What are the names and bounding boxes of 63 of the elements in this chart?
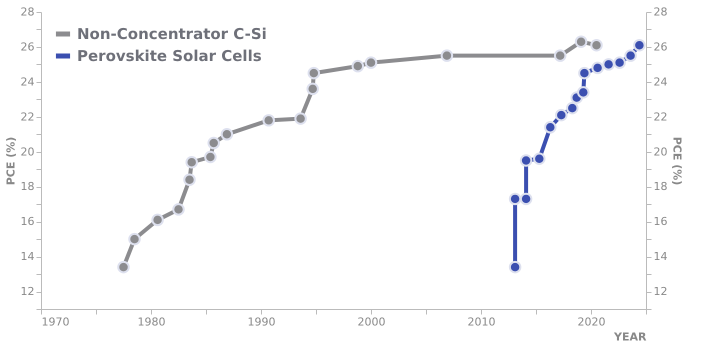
point: [220, 128, 234, 141]
y2-tick-label: 14: [654, 250, 668, 264]
point: [544, 121, 557, 134]
y2-tick-label: 16: [654, 215, 668, 228]
point: [554, 49, 566, 62]
x-tick-label: 2000: [358, 316, 386, 328]
point: [204, 150, 217, 164]
point: [520, 192, 532, 206]
point: [172, 203, 185, 216]
y-tick-label: 16: [20, 215, 34, 228]
point: [555, 108, 568, 122]
point: [578, 66, 591, 80]
point: [151, 214, 164, 226]
x-tick-label: 1980: [138, 316, 166, 328]
y2-tick-label: 12: [654, 285, 668, 298]
point: [207, 136, 220, 150]
point: [508, 192, 522, 206]
point: [577, 86, 590, 99]
legend-label: Non-Concentrator C-Si: [77, 25, 267, 43]
point: [364, 56, 378, 69]
x-axis-title: YEAR: [613, 330, 648, 344]
point: [566, 102, 579, 114]
x-tick-label: 1970: [42, 316, 70, 328]
y2-tick-label: 26: [654, 40, 668, 54]
legend-label: Perovskite Solar Cells: [77, 47, 262, 65]
point: [117, 260, 130, 274]
point: [262, 114, 275, 127]
point: [440, 49, 454, 62]
point: [185, 156, 198, 168]
point: [590, 38, 603, 52]
y2-tick-label: 18: [654, 180, 668, 194]
y2-tick-label: 20: [654, 145, 668, 158]
y-tick-label: 12: [20, 285, 34, 298]
point: [183, 173, 196, 186]
point: [624, 49, 637, 62]
y-tick-label: 24: [20, 75, 34, 88]
x-tick-label: 2010: [468, 316, 496, 328]
point: [602, 58, 615, 71]
y-tick-label: 20: [20, 145, 34, 158]
y-tick-label: 14: [20, 250, 34, 264]
point: [574, 35, 588, 48]
y-tick-label: 18: [20, 180, 34, 194]
x-tick-label: 2020: [578, 316, 606, 328]
y-tick-label: 28: [20, 6, 34, 18]
y2-axis-title: PCE (%): [670, 136, 684, 186]
y2-tick-label: 28: [654, 6, 668, 18]
point: [508, 260, 522, 274]
point: [294, 112, 307, 125]
point: [533, 152, 546, 165]
y-tick-label: 26: [20, 40, 34, 54]
point: [633, 38, 646, 52]
point: [613, 56, 626, 69]
x-tick-label: 1990: [248, 316, 276, 328]
point: [591, 62, 604, 74]
y-axis-title: PCE (%): [4, 136, 18, 186]
point: [520, 154, 532, 167]
point: [128, 232, 141, 246]
y2-tick-label: 24: [654, 75, 668, 88]
point: [306, 82, 319, 96]
point: [352, 60, 364, 72]
y2-tick-label: 22: [654, 110, 668, 124]
point: [308, 66, 320, 80]
y-tick-label: 22: [20, 110, 34, 124]
